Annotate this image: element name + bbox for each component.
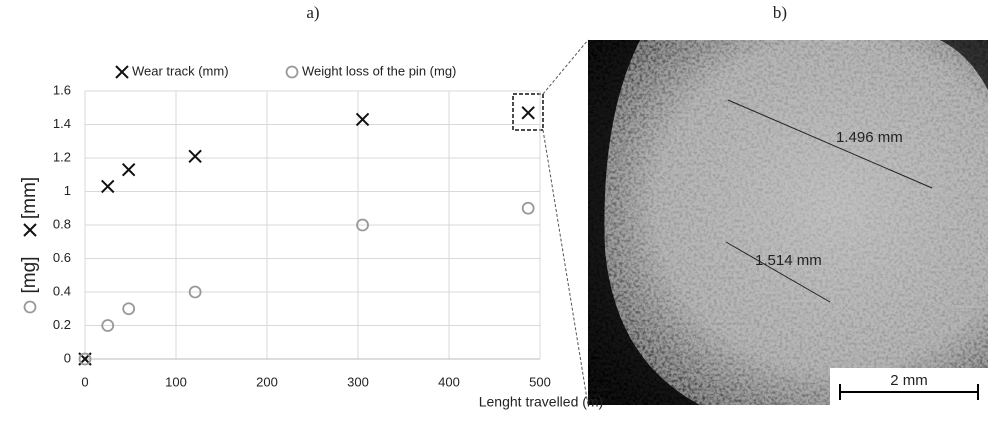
y-title-part: [mm] (19, 177, 40, 219)
y-tick-label: 0.6 (53, 250, 71, 265)
measurement-label: 1.514 mm (755, 252, 822, 269)
x-tick-label: 100 (165, 374, 187, 389)
panel-label: b) (773, 3, 787, 22)
panel-label: a) (306, 3, 319, 22)
data-point (123, 164, 135, 176)
x-tick-label: 400 (438, 374, 460, 389)
y-tick-label: 1 (64, 183, 71, 198)
y-title-marker (25, 302, 36, 313)
x-tick-label: 300 (347, 374, 369, 389)
legend-label: Wear track (mm) (132, 63, 229, 78)
x-tick-label: 200 (256, 374, 278, 389)
data-point (123, 303, 134, 314)
data-point (189, 150, 201, 162)
y-tick-label: 0.4 (53, 283, 71, 298)
y-tick-label: 1.6 (53, 82, 71, 97)
x-axis-title: Lenght travelled (m) (479, 394, 604, 410)
legend-marker (287, 67, 298, 78)
y-tick-label: 1.2 (53, 149, 71, 164)
data-point (102, 180, 114, 192)
micrograph (588, 40, 988, 405)
scale-bar-label: 2 mm (890, 372, 928, 389)
y-title-marker (24, 224, 36, 236)
y-title-part: [mg] (19, 257, 40, 294)
x-tick-label: 500 (529, 374, 551, 389)
y-axis-title: [mg] [mm] (19, 177, 40, 313)
zoom-line (543, 40, 588, 94)
y-tick-label: 0 (64, 350, 71, 365)
data-point (523, 203, 534, 214)
zoom-line (543, 130, 588, 405)
legend-marker (116, 66, 128, 78)
y-tick-label: 0.2 (53, 317, 71, 332)
x-tick-label: 0 (81, 374, 88, 389)
y-tick-label: 1.4 (53, 116, 71, 131)
measurement-label: 1.496 mm (836, 129, 903, 146)
figure: a) b) 1.496 mm 1.514 mm 2 mm Lenght trav… (0, 0, 992, 421)
data-point (522, 107, 534, 119)
legend-label: Weight loss of the pin (mg) (302, 63, 456, 78)
y-tick-label: 0.8 (53, 216, 71, 231)
